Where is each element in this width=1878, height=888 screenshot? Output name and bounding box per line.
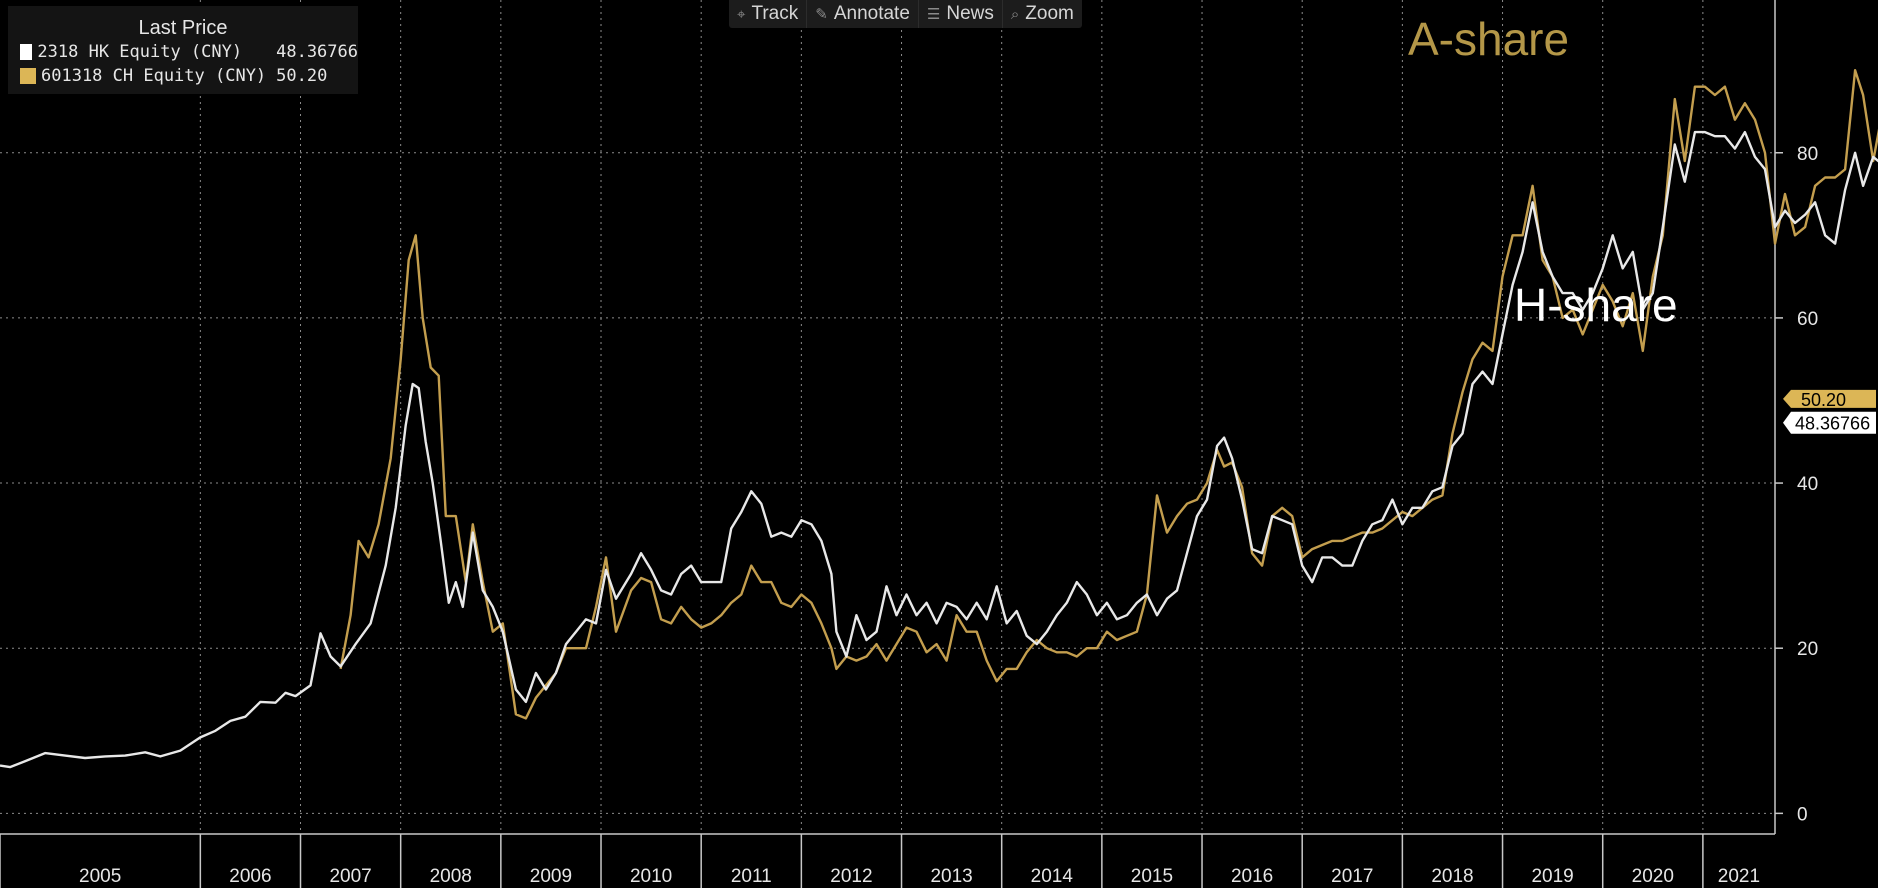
y-tick-label: 80 <box>1797 144 1818 165</box>
zoom-button[interactable]: ⌕ Zoom <box>1003 0 1082 28</box>
grid-lines <box>0 0 1775 834</box>
a-share-last-value: 50.20 <box>1801 390 1846 410</box>
crosshair-icon: ⌖ <box>737 5 746 23</box>
x-tick-label: 2006 <box>229 866 271 887</box>
x-tick-label: 2016 <box>1231 866 1273 887</box>
legend-swatch-a-share <box>20 68 36 84</box>
x-tick-label: 2019 <box>1531 866 1573 887</box>
legend-value-a-share: 50.20 <box>276 66 328 86</box>
track-label: Track <box>751 3 799 24</box>
h-share-last-tag <box>1783 411 1876 434</box>
x-tick-label: 2011 <box>731 866 772 887</box>
h-share-last-value: 48.36766 <box>1795 414 1870 434</box>
legend-name-h-share: 2318 HK Equity (CNY) <box>37 42 243 62</box>
y-tick-label: 60 <box>1797 309 1818 330</box>
axes: 0 20 40 60 80 2005 2006 2007 2008 2009 2010 2011 201… <box>0 0 1818 888</box>
legend-value-h-share: 48.36766 <box>276 42 358 62</box>
a-share-annotation: A-share <box>1408 13 1570 65</box>
y-tick-label: 0 <box>1797 804 1808 825</box>
annotate-button[interactable]: ✎ Annotate <box>807 0 919 28</box>
legend-row-a-share[interactable]: 601318 CH Equity (CNY) 50.20 <box>8 64 358 88</box>
news-button[interactable]: ☰ News <box>919 0 1003 28</box>
x-tick-label: 2013 <box>930 866 972 887</box>
a-share-last-tag <box>1783 389 1876 408</box>
track-button[interactable]: ⌖ Track <box>729 0 808 28</box>
annotate-label: Annotate <box>833 3 910 24</box>
pencil-icon: ✎ <box>815 6 828 23</box>
legend-title: Last Price <box>138 17 228 39</box>
x-tick-label: 2021 <box>1718 866 1760 887</box>
news-label: News <box>946 3 994 24</box>
x-tick-label: 2012 <box>830 866 872 887</box>
zoom-label: Zoom <box>1025 3 1074 24</box>
news-icon: ☰ <box>926 6 941 23</box>
magnifier-icon: ⌕ <box>1010 5 1020 23</box>
legend: Last Price 2318 HK Equity (CNY) 48.36766… <box>8 6 358 94</box>
last-price-tags: 50.20 48.36766 <box>1783 389 1876 434</box>
x-tick-label: 2009 <box>530 866 572 887</box>
h-share-annotation: H-share <box>1514 279 1678 331</box>
x-tick-label: 2020 <box>1632 866 1674 887</box>
legend-row-h-share[interactable]: 2318 HK Equity (CNY) 48.36766 <box>8 40 358 64</box>
legend-name-a-share: 601318 CH Equity (CNY) <box>41 66 267 86</box>
a-share-line <box>339 69 1878 720</box>
x-tick-label: 2007 <box>329 866 371 887</box>
x-tick-label: 2017 <box>1331 866 1373 887</box>
y-tick-label: 20 <box>1797 639 1818 660</box>
x-tick-label: 2014 <box>1031 866 1074 887</box>
series-lines <box>0 69 1878 769</box>
h-share-line <box>0 130 1878 769</box>
x-tick-label: 2008 <box>430 866 472 887</box>
chart-toolbar: ⌖ Track ✎ Annotate ☰ News ⌕ Zoom <box>729 0 1082 28</box>
x-tick-label: 2005 <box>79 866 121 887</box>
x-tick-label: 2015 <box>1131 866 1173 887</box>
x-tick-label: 2018 <box>1431 866 1473 887</box>
x-tick-label: 2010 <box>630 866 672 887</box>
y-tick-label: 40 <box>1797 474 1818 495</box>
legend-swatch-h-share <box>20 44 33 60</box>
